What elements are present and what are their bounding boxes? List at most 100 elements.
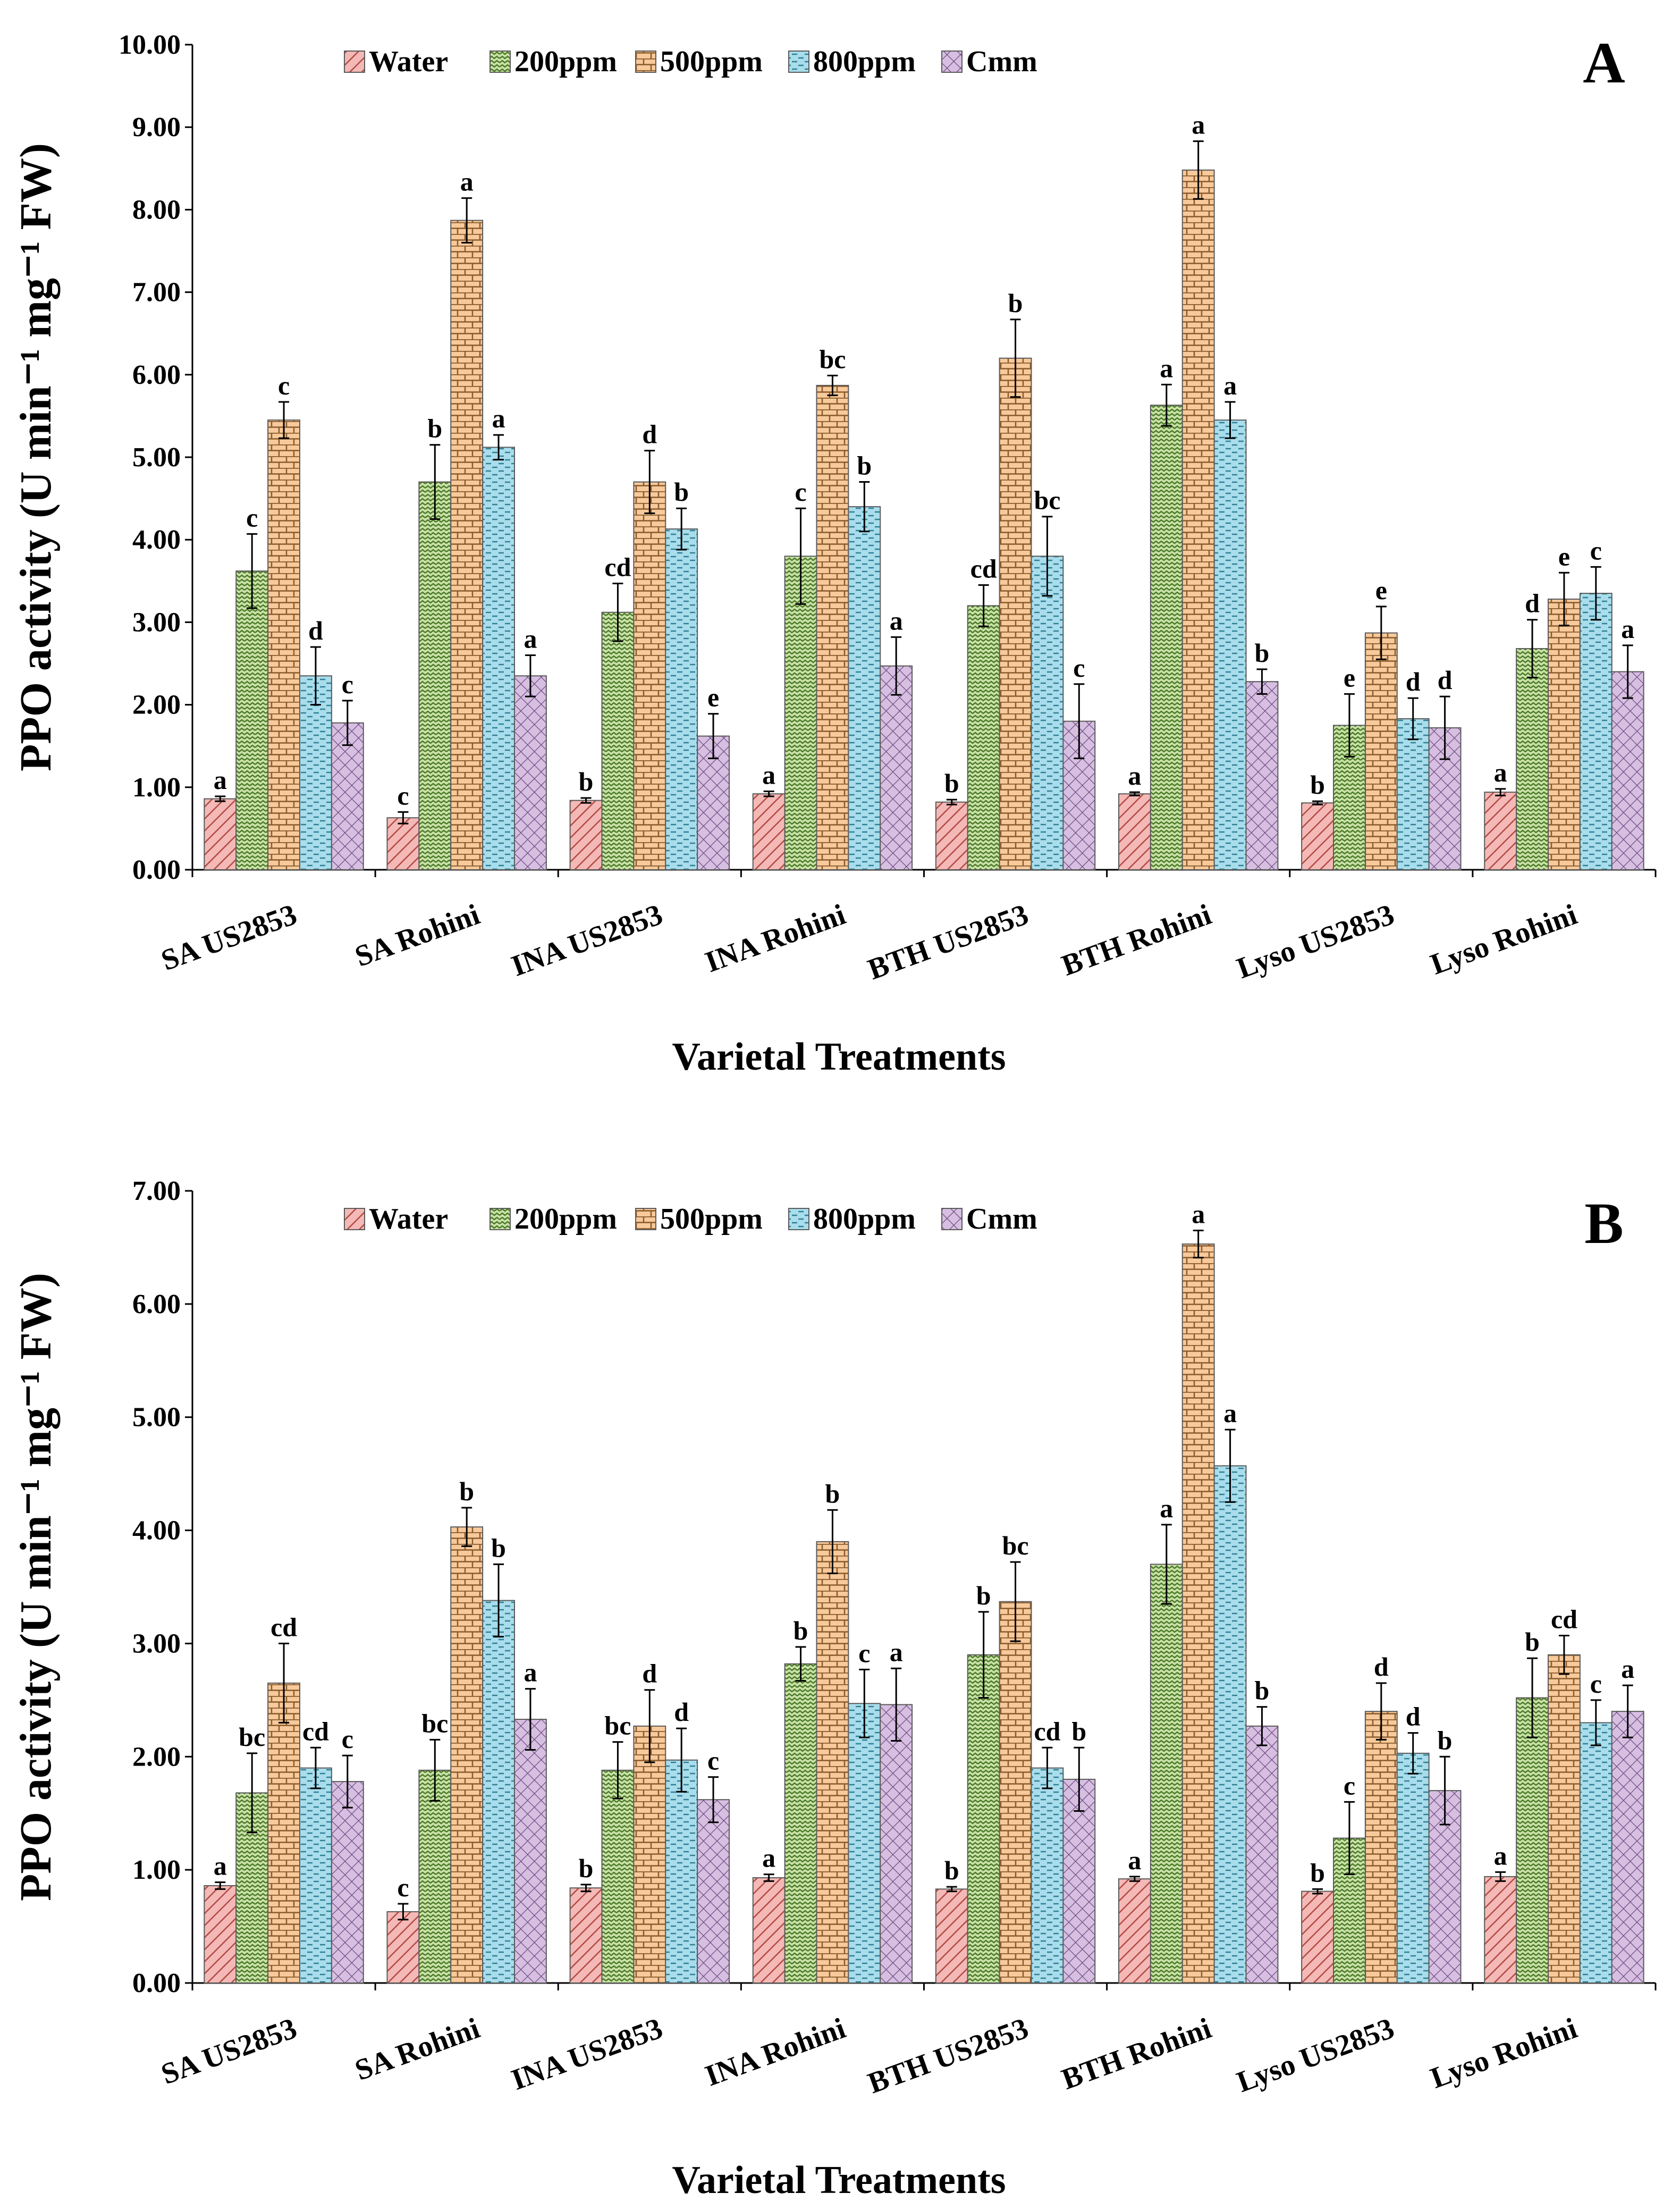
significance-label: d [308, 616, 323, 645]
bar-800ppm-6 [1396, 1752, 1430, 1984]
panel-label: B [1584, 1191, 1623, 1256]
significance-label: cd [1034, 1716, 1060, 1746]
bar-800ppm-2 [665, 1759, 698, 1984]
bar-200ppm-1 [418, 1769, 452, 1984]
bar-800ppm-4 [1031, 1767, 1064, 1984]
significance-label: a [1160, 353, 1173, 383]
significance-label: c [342, 1724, 353, 1754]
bar-800ppm-6 [1396, 718, 1430, 870]
significance-label: c [707, 1746, 719, 1776]
legend-label: Water [369, 45, 448, 78]
x-axis-title: Varietal Treatments [672, 2158, 1006, 2202]
bar-800ppm-7 [1579, 1722, 1613, 1984]
bar-cmm-4 [1062, 1778, 1096, 1984]
significance-label: a [460, 167, 474, 197]
x-category-label: SA Rohini [351, 898, 484, 973]
legend-swatch-800ppm [788, 51, 809, 73]
bar-200ppm-3 [784, 1663, 817, 1984]
y-tick-label: 4.00 [132, 1516, 181, 1546]
legend-swatch-200ppm [489, 51, 511, 73]
significance-label: a [1494, 758, 1507, 787]
x-category-label: Lyso Rohini [1426, 2012, 1582, 2095]
significance-label: a [1192, 1199, 1205, 1229]
significance-label: b [491, 1533, 506, 1562]
significance-label: b [427, 414, 442, 443]
bar-500ppm-3 [816, 1541, 849, 1984]
x-category-label: BTH US2853 [864, 898, 1033, 986]
significance-label: a [524, 624, 537, 653]
bar-cmm-3 [880, 665, 913, 870]
y-tick-label: 3.00 [132, 1628, 181, 1659]
bar-800ppm-0 [299, 675, 332, 871]
significance-label: bc [1002, 1531, 1029, 1560]
bar-500ppm-7 [1547, 598, 1581, 870]
significance-label: a [1494, 1841, 1507, 1870]
legend-swatch-500ppm [635, 51, 656, 73]
bar-800ppm-3 [848, 506, 881, 870]
bar-500ppm-4 [999, 357, 1032, 870]
bar-500ppm-5 [1181, 1243, 1215, 1984]
bar-200ppm-6 [1332, 1837, 1366, 1984]
legend-label: Water [369, 1203, 448, 1236]
significance-label: a [762, 760, 775, 790]
chart-a: 0.00 1.00 2.00 3.00 4.00 5.00 6.00 7.00 8.00 9.00… [11, 30, 1657, 1079]
bar-800ppm-3 [848, 1703, 881, 1984]
x-category-label: INA US2853 [507, 2012, 666, 2097]
bar-800ppm-5 [1213, 1465, 1247, 1984]
y-tick-label: 4.00 [132, 525, 181, 555]
y-tick-label: 10.00 [119, 30, 181, 60]
bar-800ppm-1 [482, 1600, 516, 1984]
legend-label: 800ppm [813, 45, 916, 78]
significance-label: a [1128, 1845, 1141, 1875]
bar-cmm-3 [880, 1704, 913, 1984]
bar-500ppm-0 [267, 1682, 301, 1984]
y-axis-title: PPO activity (U min⁻¹ mg⁻¹ FW) [11, 1273, 61, 1901]
y-tick-label: 2.00 [132, 690, 181, 720]
significance-label: d [642, 419, 657, 449]
significance-label: e [1558, 541, 1570, 571]
significance-label: cd [1551, 1604, 1577, 1634]
significance-label: b [857, 451, 872, 481]
bar-500ppm-0 [267, 419, 301, 870]
bar-800ppm-7 [1579, 593, 1613, 870]
x-category-label: INA US2853 [507, 898, 666, 983]
legend-label: 500ppm [660, 45, 763, 78]
significance-label: b [674, 477, 689, 507]
significance-label: bc [1034, 485, 1060, 515]
significance-label: cd [970, 554, 997, 584]
bar-500ppm-2 [633, 1725, 666, 1984]
bar-800ppm-4 [1031, 556, 1064, 870]
significance-label: b [944, 768, 959, 798]
legend-swatch-water [344, 1208, 365, 1230]
significance-label: a [214, 1851, 227, 1881]
significance-label: bc [421, 1708, 448, 1738]
significance-label: b [825, 1478, 840, 1508]
legend-label: 500ppm [660, 1203, 763, 1236]
significance-label: c [1344, 1770, 1355, 1800]
significance-label: c [397, 1872, 409, 1902]
significance-label: bc [239, 1722, 265, 1752]
bar-800ppm-2 [665, 528, 698, 870]
bar-water-3 [752, 793, 786, 870]
significance-label: d [1406, 667, 1421, 696]
legend-swatch-cmm [941, 51, 963, 73]
bar-water-0 [204, 798, 237, 870]
significance-label: c [795, 477, 806, 507]
bar-200ppm-0 [235, 570, 269, 870]
y-tick-label: 0.00 [132, 1968, 181, 1998]
significance-label: d [674, 1697, 689, 1727]
bar-water-2 [569, 800, 603, 870]
bar-200ppm-2 [601, 1769, 635, 1984]
x-category-label: SA US2853 [157, 2012, 301, 2091]
bar-cmm-7 [1611, 1711, 1644, 1984]
significance-label: c [1590, 535, 1602, 565]
bar-800ppm-0 [299, 1767, 332, 1984]
x-category-label: INA Rohini [701, 898, 850, 979]
significance-label: a [1621, 614, 1634, 644]
bar-200ppm-7 [1516, 648, 1549, 870]
bar-cmm-0 [331, 1781, 364, 1984]
significance-label: a [1621, 1654, 1634, 1684]
bar-200ppm-1 [418, 481, 452, 870]
